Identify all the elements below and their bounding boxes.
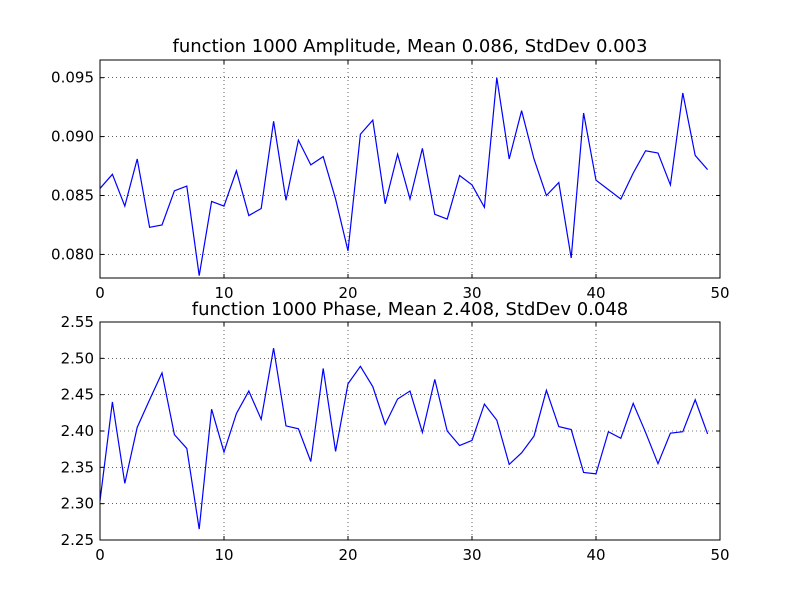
phase-plot-title: function 1000 Phase, Mean 2.408, StdDev …: [192, 299, 628, 320]
amplitude-y-ticks: 0.080 0.085 0.090 0.095: [51, 69, 720, 263]
phase-y-tick-label: 2.25: [61, 531, 94, 549]
phase-y-tick-label: 2.50: [61, 349, 94, 367]
phase-plot: function 1000 Phase, Mean 2.408, StdDev …: [61, 299, 730, 564]
phase-y-tick-label: 2.30: [61, 495, 94, 513]
phase-x-tick-label: 30: [462, 546, 481, 564]
amplitude-series-line: [99, 77, 709, 276]
amplitude-x-tick-label: 30: [462, 284, 481, 302]
phase-y-ticks: 2.25 2.30 2.35 2.40 2.45 2.50 2.55: [61, 313, 720, 549]
phase-y-tick-label: 2.45: [61, 386, 94, 404]
amplitude-x-tick-label: 0: [95, 284, 105, 302]
amplitude-x-tick-label: 40: [586, 284, 605, 302]
phase-y-tick-label: 2.55: [61, 313, 94, 331]
amplitude-x-tick-label: 10: [214, 284, 233, 302]
phase-y-tick-label: 2.40: [61, 422, 94, 440]
amplitude-plot: function 1000 Amplitude, Mean 0.086, Std…: [51, 36, 730, 302]
phase-x-tick-label: 50: [710, 546, 729, 564]
amplitude-y-tick-label: 0.090: [51, 128, 94, 146]
phase-plot-frame: [99, 321, 721, 541]
amplitude-y-tick-label: 0.095: [51, 69, 94, 87]
amplitude-y-tick-label: 0.085: [51, 187, 94, 205]
phase-x-tick-label: 0: [95, 546, 105, 564]
amplitude-x-tick-label: 20: [338, 284, 357, 302]
amplitude-x-ticks: 0 10 20 30 40 50: [95, 60, 730, 302]
phase-x-tick-label: 10: [214, 546, 233, 564]
amplitude-plot-frame: [99, 59, 721, 279]
amplitude-plot-title: function 1000 Amplitude, Mean 0.086, Std…: [173, 36, 648, 57]
phase-x-tick-label: 20: [338, 546, 357, 564]
amplitude-y-tick-label: 0.080: [51, 245, 94, 263]
phase-series-line: [99, 348, 709, 530]
phase-x-ticks: 0 10 20 30 40 50: [95, 322, 730, 564]
amplitude-x-tick-label: 50: [710, 284, 729, 302]
phase-y-tick-label: 2.35: [61, 458, 94, 476]
phase-x-tick-label: 40: [586, 546, 605, 564]
